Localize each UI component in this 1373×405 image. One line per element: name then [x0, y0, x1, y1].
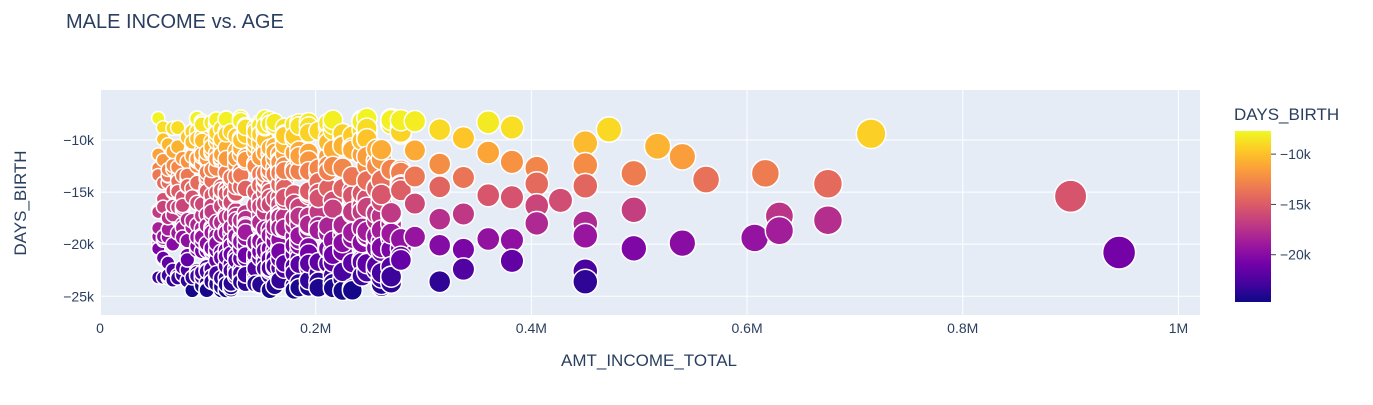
data-point	[1101, 235, 1137, 270]
y-axis-ticks: −10k −15k −20k −25k	[63, 132, 95, 304]
data-point	[403, 225, 427, 249]
data-point	[499, 184, 525, 210]
data-point	[499, 114, 525, 141]
data-point	[370, 183, 393, 206]
data-point	[403, 109, 427, 133]
data-point	[389, 178, 413, 202]
data-point	[451, 165, 476, 190]
x-tick-label: 0.4M	[516, 320, 547, 336]
data-points	[150, 107, 1137, 302]
y-axis-title: DAYS_BIRTH	[11, 150, 30, 255]
data-point	[750, 158, 781, 189]
chart-title: MALE INCOME vs. AGE	[66, 11, 284, 33]
data-point	[668, 229, 697, 258]
data-point	[691, 165, 721, 194]
data-point	[1053, 179, 1088, 214]
data-point	[179, 251, 196, 268]
data-point	[620, 234, 648, 262]
colorbar-tick-label: −15k	[1280, 196, 1312, 212]
data-point	[379, 201, 403, 225]
data-point	[620, 159, 648, 187]
data-point	[643, 132, 672, 161]
data-point	[403, 192, 427, 216]
data-point	[572, 222, 599, 250]
data-point	[475, 226, 501, 252]
data-point	[427, 269, 452, 294]
data-point	[812, 204, 844, 236]
colorbar-tick-label: −10k	[1280, 146, 1312, 162]
data-point	[427, 175, 452, 199]
data-point	[427, 233, 452, 257]
data-point	[524, 170, 550, 197]
x-tick-label: 0.6M	[731, 320, 762, 336]
data-point	[403, 138, 427, 162]
data-point	[499, 149, 525, 175]
data-point	[739, 223, 770, 253]
data-point	[524, 210, 550, 237]
data-point	[389, 248, 413, 272]
data-point	[572, 172, 599, 200]
x-tick-label: 0.8M	[947, 320, 978, 336]
data-point	[427, 117, 452, 142]
data-point	[169, 119, 186, 136]
data-point	[475, 140, 501, 165]
colorbar-tick-label: −20k	[1280, 247, 1312, 263]
data-point	[451, 125, 476, 150]
data-point	[475, 182, 501, 208]
y-tick-label: −10k	[63, 132, 95, 148]
data-point	[379, 265, 403, 288]
data-point	[547, 187, 574, 214]
x-tick-label: 1M	[1169, 320, 1188, 336]
data-point	[451, 201, 476, 226]
data-point	[475, 110, 501, 135]
data-point	[499, 227, 525, 253]
data-point	[451, 257, 476, 282]
data-point	[499, 248, 525, 274]
data-point	[764, 215, 795, 246]
x-axis-title: AMT_INCOME_TOTAL	[561, 351, 737, 370]
x-tick-label: 0.2M	[300, 320, 331, 336]
data-point	[595, 116, 623, 144]
colorbar-gradient	[1235, 131, 1271, 302]
colorbar-ticks: −10k −15k −20k	[1271, 146, 1312, 263]
data-point	[370, 138, 393, 161]
colorbar: DAYS_BIRTH −10k −15k −20k	[1234, 105, 1339, 302]
y-tick-label: −15k	[63, 184, 95, 200]
x-axis-ticks: 0 0.2M 0.4M 0.6M 0.8M 1M	[96, 320, 1188, 336]
data-point	[855, 118, 887, 150]
data-point	[620, 196, 648, 224]
x-tick-label: 0	[96, 320, 104, 336]
data-point	[427, 152, 452, 176]
data-point	[403, 164, 427, 188]
data-point	[427, 207, 452, 231]
y-tick-label: −25k	[63, 288, 95, 304]
colorbar-title: DAYS_BIRTH	[1234, 105, 1339, 124]
data-point	[572, 268, 599, 295]
data-point	[812, 168, 844, 199]
y-tick-label: −20k	[63, 236, 95, 252]
data-point	[668, 142, 697, 171]
